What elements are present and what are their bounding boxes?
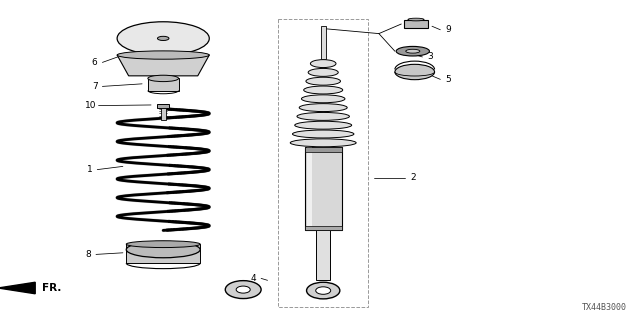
Text: TX44B3000: TX44B3000 [582, 303, 627, 312]
Circle shape [316, 287, 331, 294]
Ellipse shape [297, 112, 349, 120]
Text: 3: 3 [428, 52, 433, 61]
Ellipse shape [126, 241, 200, 248]
Ellipse shape [157, 36, 169, 40]
Text: 7: 7 [92, 82, 97, 91]
Circle shape [307, 282, 340, 299]
Polygon shape [117, 55, 209, 76]
Text: 10: 10 [85, 101, 97, 110]
Bar [157, 104, 169, 108]
Ellipse shape [291, 139, 356, 147]
Ellipse shape [294, 121, 352, 129]
Ellipse shape [126, 242, 200, 258]
Text: 6: 6 [92, 58, 97, 67]
Text: 2: 2 [410, 173, 415, 182]
Ellipse shape [304, 86, 343, 94]
Bar [307, 147, 312, 230]
Bar [161, 108, 166, 120]
Ellipse shape [408, 18, 424, 21]
Text: 5: 5 [445, 75, 451, 84]
Circle shape [236, 286, 250, 293]
Ellipse shape [406, 49, 420, 53]
Text: 1: 1 [87, 165, 92, 174]
Bar [278, 19, 368, 307]
Text: 4: 4 [251, 274, 256, 283]
Polygon shape [0, 282, 35, 294]
Bar [305, 147, 342, 230]
Text: 8: 8 [86, 250, 91, 259]
Bar [404, 20, 428, 28]
Ellipse shape [395, 64, 435, 80]
Ellipse shape [308, 68, 339, 76]
Bar [148, 78, 179, 91]
Ellipse shape [292, 130, 354, 138]
Circle shape [225, 281, 261, 299]
Text: 9: 9 [445, 25, 451, 34]
Bar [126, 244, 200, 263]
Bar [316, 230, 330, 280]
Ellipse shape [301, 95, 345, 103]
Ellipse shape [396, 46, 429, 56]
Ellipse shape [310, 60, 336, 68]
Ellipse shape [117, 22, 209, 55]
Ellipse shape [306, 77, 340, 85]
Bar [305, 226, 342, 230]
Bar [321, 26, 326, 59]
Text: FR.: FR. [42, 283, 61, 293]
Bar [305, 147, 342, 152]
Ellipse shape [148, 75, 179, 82]
Ellipse shape [117, 51, 209, 59]
Ellipse shape [300, 104, 347, 112]
